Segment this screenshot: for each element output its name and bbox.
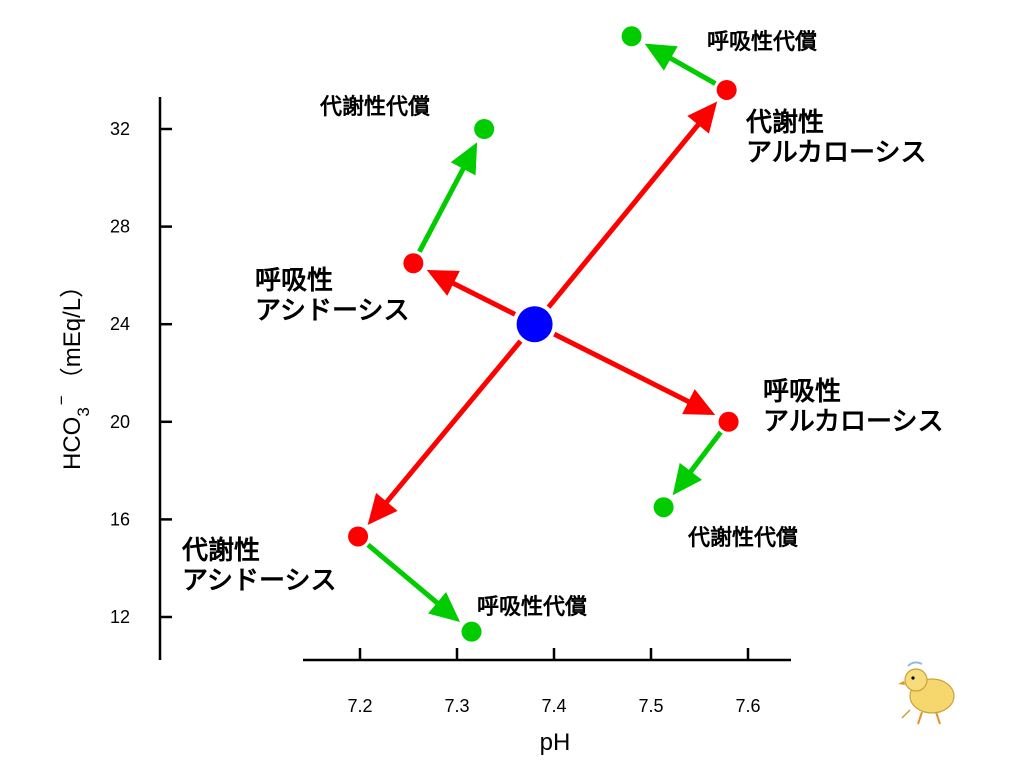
x-tick-label: 7.2 (347, 696, 372, 716)
arrow-normal-to-met-alkalosis (546, 120, 703, 309)
arrowhead-met-alkalosis (687, 101, 718, 134)
y-tick-label: 16 (110, 509, 130, 529)
label-resp-alkalosis: 呼吸性アルカローシス (763, 377, 943, 437)
arrowhead-resp-alkalosis (682, 389, 716, 416)
point-resp-acidosis-comp (474, 119, 495, 139)
label-resp-acidosis: 呼吸性アシドーシス (255, 266, 409, 326)
point-normal (516, 306, 553, 343)
point-resp-acidosis (403, 253, 424, 274)
arrowhead-resp-acidosis (426, 269, 460, 296)
arrow-resp-alkalosis-to-resp-alkalosis-comp (686, 430, 723, 477)
label-met-acidosis-comp: 呼吸性代償 (477, 595, 587, 620)
y-tick-label: 20 (110, 412, 130, 432)
point-met-acidosis-comp (461, 621, 482, 642)
y-tick-label: 28 (110, 217, 130, 237)
label-met-alkalosis-comp: 呼吸性代償 (707, 30, 817, 55)
label-resp-acidosis-comp: 代謝性代償 (319, 94, 430, 120)
y-axis-title: HCO3−（mEq/L） (52, 274, 93, 470)
point-met-alkalosis-comp (621, 26, 642, 47)
x-tick-label: 7.4 (541, 696, 566, 716)
arrowhead-met-alkalosis-comp (644, 43, 678, 71)
point-layer (348, 26, 739, 642)
label-layer: 呼吸性アシドーシス代謝性代償代謝性アルカローシス呼吸性代償呼吸性アルカローシス代… (181, 30, 943, 620)
axes: 12 16 20 24 28 32 7.2 7.3 7.4 7.5 7.6 pH HCO3−（mEq/L… (52, 97, 791, 756)
chick-icon (898, 661, 955, 725)
arrow-normal-to-resp-alkalosis (553, 331, 694, 406)
arrow-normal-to-met-acidosis (382, 339, 523, 507)
arrowhead-resp-alkalosis-comp (672, 462, 703, 496)
point-resp-alkalosis (718, 411, 739, 432)
y-tick-label: 12 (110, 607, 130, 627)
label-resp-alkalosis-comp: 代謝性代償 (687, 525, 798, 551)
point-resp-alkalosis-comp (653, 497, 674, 518)
x-tick-label: 7.3 (444, 696, 469, 716)
arrow-layer (366, 43, 723, 623)
arrowhead-resp-acidosis-comp (450, 142, 478, 176)
point-met-alkalosis (716, 79, 737, 100)
arrowhead-met-acidosis-comp (428, 591, 461, 623)
arrow-resp-acidosis-to-resp-acidosis-comp (417, 164, 468, 253)
x-tick-label: 7.6 (735, 696, 760, 716)
label-met-alkalosis: 代謝性アルカローシス (745, 107, 926, 168)
y-tick-label: 24 (110, 314, 130, 334)
y-tick-label: 32 (110, 119, 130, 139)
x-tick-label: 7.5 (638, 696, 663, 716)
arrow-normal-to-resp-acidosis (448, 279, 517, 317)
arrow-met-alkalosis-to-met-alkalosis-comp (666, 54, 717, 86)
point-met-acidosis (348, 526, 369, 547)
arrowhead-met-acidosis (367, 492, 398, 525)
arrow-met-acidosis-to-met-acidosis-comp (366, 542, 442, 608)
x-axis-title: pH (540, 729, 571, 756)
label-met-acidosis: 代謝性アシドーシス (181, 535, 336, 596)
